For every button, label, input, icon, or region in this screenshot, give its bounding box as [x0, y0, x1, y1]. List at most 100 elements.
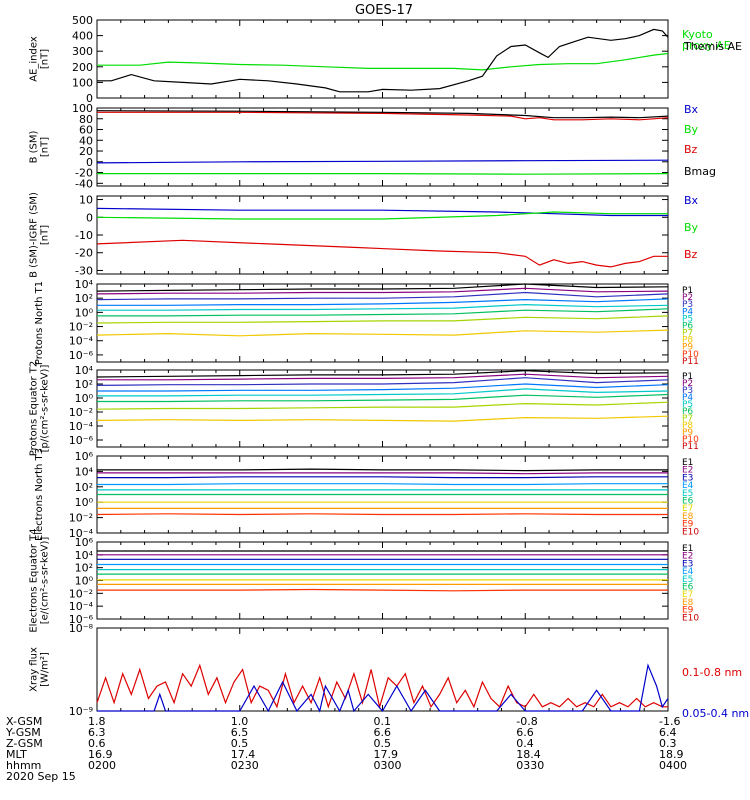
y-axis-label: [nT]: [40, 225, 51, 245]
series-line-P4: [97, 383, 669, 392]
legend-E4: E4: [682, 481, 694, 491]
legend-P5: P5: [682, 314, 693, 324]
series-line-Bz: [96, 239, 668, 268]
ephemeris-label: Y-GSM: [6, 726, 41, 739]
legend-P6: P6: [682, 407, 693, 417]
y-tick-label: 10⁻²: [69, 587, 93, 600]
y-tick-label: 20: [79, 145, 93, 158]
legend-P1: P1: [682, 286, 693, 296]
y-tick-label: 10: [79, 194, 93, 207]
series-line-P4: [97, 298, 669, 306]
ephemeris-value: 0400: [659, 759, 687, 772]
y-tick-label: 10⁰: [75, 496, 94, 509]
legend-P8: P8: [682, 421, 693, 431]
legend-E9: E9: [682, 606, 694, 616]
ephemeris-value: 0.4: [516, 737, 534, 750]
panel-6: 10⁻⁴ 10⁻² 10⁰ 10² 10⁴ 10⁶ Electrons North T3 E1…: [34, 448, 699, 541]
panel-8: 10⁻⁹ 10⁻⁸ Xray flux [W/m²] 0.1-0.8 nm 0.05-0.…: [29, 622, 750, 720]
legend-E6: E6: [682, 583, 694, 593]
ephemeris-label: hhmm: [6, 759, 42, 772]
y-tick-label: 0: [86, 156, 93, 169]
y-axis-label: Electrons Equator T4: [29, 528, 40, 632]
y-tick-label: 10⁴: [75, 364, 94, 377]
series-line-Bz: [97, 111, 669, 121]
y-axis-label: Electrons North T3: [34, 448, 45, 541]
legend-P5: P5: [682, 400, 693, 410]
series-line-P8: [96, 329, 669, 337]
legend-E8: E8: [682, 598, 694, 608]
series-line-E3: [97, 476, 668, 479]
y-tick-label: 10⁻²: [69, 512, 93, 525]
ephemeris-value: 0.1: [373, 715, 392, 728]
legend-Bz: Bz: [684, 248, 698, 261]
series-line-P6: [97, 393, 669, 403]
y-tick-label: 10⁻⁶: [69, 613, 94, 626]
ephemeris-value: 6.4: [659, 726, 677, 739]
y-tick-label: 400: [72, 30, 93, 43]
y-axis-label: [nT]: [40, 49, 51, 69]
legend-E7: E7: [682, 590, 693, 600]
legend-E7: E7: [682, 504, 693, 514]
y-axis-label: B (SM)-IGRF (SM): [29, 192, 40, 278]
series-line-P1: [96, 370, 669, 378]
ephemeris-value: 6.5: [230, 726, 249, 739]
panel-frame: [96, 19, 669, 99]
legend-P6: P6: [682, 321, 693, 331]
legend-P10: P10: [682, 435, 699, 445]
series-line-P8: [96, 415, 669, 422]
y-tick-label: 10²: [75, 481, 93, 494]
ephemeris-label: MLT: [6, 748, 27, 761]
legend-E10: E10: [682, 613, 699, 623]
series-line-E4: [97, 483, 668, 486]
series-line-E2: [97, 472, 668, 475]
ephemeris-value: 0230: [230, 759, 259, 772]
y-tick-label: 10⁻²: [69, 406, 93, 419]
ephemeris-value: 0200: [88, 759, 116, 772]
series-line-E1: [97, 468, 668, 472]
ephemeris-value: 6.6: [373, 726, 392, 739]
series-line-E9: [96, 513, 668, 516]
legend-P7: P7: [682, 329, 693, 339]
series-line-P6: [97, 308, 669, 317]
series-line-P5: [97, 388, 669, 397]
y-tick-label: 10⁻⁴: [69, 335, 94, 348]
legend-P1: P1: [682, 372, 693, 382]
legend-0.05-0.4-nm: 0.05-0.4 nm: [682, 707, 749, 720]
legend-Bx: Bx: [684, 103, 699, 116]
ephemeris-value: 6.6: [516, 726, 534, 739]
legend-E2: E2: [682, 466, 693, 476]
y-axis-label: [p/(cm²-s-sr-keV)]: [40, 365, 51, 453]
legend-P8: P8: [682, 336, 693, 346]
series-line-P7: [96, 315, 669, 324]
ephemeris-value: 18.9: [659, 748, 684, 761]
y-tick-label: 80: [79, 113, 93, 126]
y-tick-label: 10⁻²: [69, 321, 93, 334]
legend-P7: P7: [682, 414, 693, 424]
ephemeris-value: 0.6: [88, 737, 106, 750]
legend-E4: E4: [682, 567, 694, 577]
ephemeris-label: Z-GSM: [6, 737, 43, 750]
legend-P11: P11: [682, 357, 699, 367]
legend-E9: E9: [682, 520, 694, 530]
legend-E8: E8: [682, 512, 694, 522]
legend-P10: P10: [682, 350, 699, 360]
ephemeris-value: 17.4: [230, 748, 256, 761]
y-tick-label: 60: [79, 124, 93, 137]
series-line-P7: [96, 401, 669, 410]
legend-P2: P2: [682, 293, 693, 303]
legend-By: By: [684, 221, 699, 234]
y-tick-label: -20: [75, 167, 93, 180]
legend-kyoto-proxy-ae-line2: proxy AE: [682, 39, 731, 52]
series-line-0.05-0.4-nm: [97, 663, 669, 713]
y-tick-label: 10⁻⁶: [69, 349, 94, 362]
series-line-P3: [96, 377, 669, 386]
legend-P2: P2: [682, 379, 693, 389]
legend-0.1-0.8-nm: 0.1-0.8 nm: [682, 666, 742, 679]
legend-E10: E10: [682, 527, 699, 537]
y-axis-label: [e/(cm²-s-sr-keV)]: [40, 537, 51, 625]
ephemeris-value: 0300: [373, 759, 402, 772]
legend-By: By: [684, 123, 699, 136]
